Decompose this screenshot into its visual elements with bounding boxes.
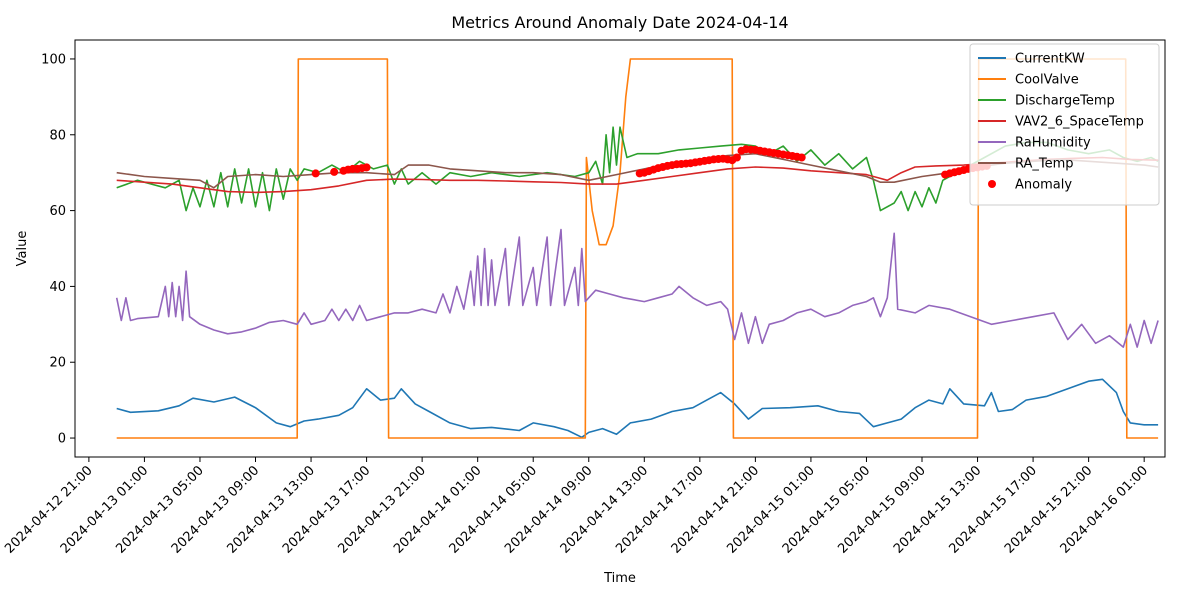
legend-label: VAV2_6_SpaceTemp <box>1015 115 1144 130</box>
y-tick-label: 100 <box>41 52 66 67</box>
anomaly-point <box>732 153 741 162</box>
y-tick-label: 20 <box>49 356 66 371</box>
anomaly-point <box>797 153 806 162</box>
series-line-currentkw <box>116 378 1159 439</box>
series-line-dischargetemp <box>116 126 1159 212</box>
legend-label: DischargeTemp <box>1015 94 1115 109</box>
legend-label: Anomaly <box>1015 178 1072 193</box>
legend-swatch <box>988 180 996 188</box>
y-tick-label: 60 <box>49 204 66 219</box>
plot-frame <box>74 39 1166 458</box>
legend-label: RaHumidity <box>1015 136 1091 151</box>
x-axis-label: Time <box>603 571 636 586</box>
anomaly-point <box>311 169 320 178</box>
y-axis: 0 20 40 60 80 100 <box>41 52 75 447</box>
y-tick-label: 80 <box>49 128 66 143</box>
legend: CurrentKW CoolValve DischargeTemp VAV2_6_Sp… <box>969 43 1160 206</box>
anomaly-point <box>362 163 371 172</box>
series-line-rahumidity <box>115 228 1159 348</box>
legend-label: CoolValve <box>1015 73 1079 88</box>
anomaly-layer <box>311 145 991 179</box>
y-tick-label: 40 <box>49 280 66 295</box>
y-axis-label: Value <box>15 231 30 267</box>
legend-box <box>969 43 1160 206</box>
legend-label: RA_Temp <box>1015 157 1074 172</box>
anomaly-point <box>330 167 339 176</box>
chart-title: Metrics Around Anomaly Date 2024-04-14 <box>451 13 788 32</box>
y-tick-label: 0 <box>58 432 66 447</box>
legend-label: CurrentKW <box>1015 52 1085 67</box>
